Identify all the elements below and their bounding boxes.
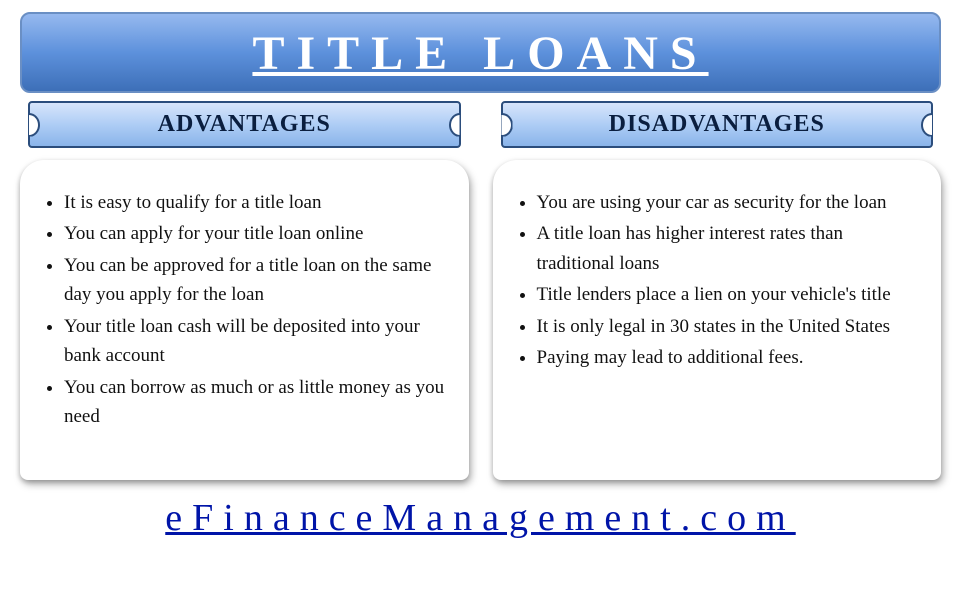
page-title: TITLE LOANS <box>22 26 939 81</box>
disadvantages-header: DISADVANTAGES <box>501 101 934 148</box>
list-item: You are using your car as security for t… <box>537 188 918 217</box>
disadvantages-box: You are using your car as security for t… <box>493 160 942 480</box>
list-item: It is only legal in 30 states in the Uni… <box>537 312 918 341</box>
list-item: A title loan has higher interest rates t… <box>537 219 918 278</box>
disadvantages-column: DISADVANTAGES You are using your car as … <box>493 101 942 480</box>
list-item: You can borrow as much or as little mone… <box>64 373 445 432</box>
list-item: Paying may lead to additional fees. <box>537 343 918 372</box>
advantages-column: ADVANTAGES It is easy to qualify for a t… <box>20 101 469 480</box>
columns-wrapper: ADVANTAGES It is easy to qualify for a t… <box>20 101 941 480</box>
title-banner: TITLE LOANS <box>20 12 941 93</box>
advantages-header: ADVANTAGES <box>28 101 461 148</box>
list-item: Title lenders place a lien on your vehic… <box>537 280 918 309</box>
advantages-box: It is easy to qualify for a title loan Y… <box>20 160 469 480</box>
list-item: You can apply for your title loan online <box>64 219 445 248</box>
disadvantages-header-text: DISADVANTAGES <box>503 111 932 138</box>
advantages-header-text: ADVANTAGES <box>30 111 459 138</box>
advantages-list: It is easy to qualify for a title loan Y… <box>54 188 445 432</box>
list-item: You can be approved for a title loan on … <box>64 251 445 310</box>
footer-brand: eFinanceManagement.com <box>20 496 941 540</box>
list-item: Your title loan cash will be deposited i… <box>64 312 445 371</box>
list-item: It is easy to qualify for a title loan <box>64 188 445 217</box>
disadvantages-list: You are using your car as security for t… <box>527 188 918 373</box>
